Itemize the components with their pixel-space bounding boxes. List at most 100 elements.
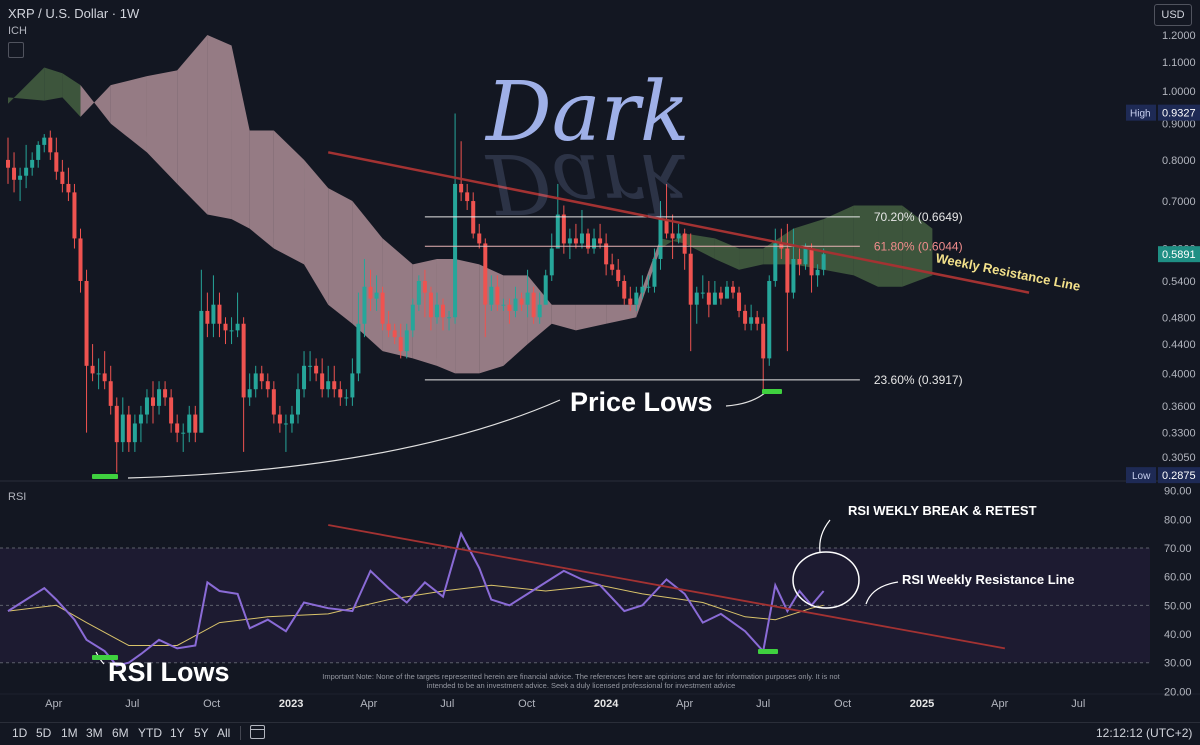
candle-body[interactable] bbox=[749, 317, 754, 324]
timeframe-1m[interactable]: 1M bbox=[61, 726, 78, 740]
candle-body[interactable] bbox=[302, 365, 307, 390]
candle-body[interactable] bbox=[459, 183, 464, 193]
timeframe-6m[interactable]: 6M bbox=[112, 726, 129, 740]
candle-body[interactable] bbox=[48, 137, 53, 153]
timeframe-1d[interactable]: 1D bbox=[12, 726, 28, 740]
candle-body[interactable] bbox=[368, 286, 373, 299]
candle-body[interactable] bbox=[277, 414, 282, 424]
candle-body[interactable] bbox=[66, 183, 71, 193]
candle-body[interactable] bbox=[646, 286, 651, 288]
candle-body[interactable] bbox=[78, 238, 83, 281]
candle-body[interactable] bbox=[489, 286, 494, 305]
candle-body[interactable] bbox=[598, 238, 603, 244]
timeframe-5d[interactable]: 5D bbox=[36, 726, 52, 740]
candle-body[interactable] bbox=[543, 275, 548, 305]
candle-body[interactable] bbox=[320, 373, 325, 390]
candle-body[interactable] bbox=[163, 389, 168, 398]
rsi-line[interactable] bbox=[7, 530, 825, 667]
candle-body[interactable] bbox=[549, 248, 554, 276]
candle-body[interactable] bbox=[175, 423, 180, 433]
candle-body[interactable] bbox=[30, 159, 35, 168]
candle-body[interactable] bbox=[229, 330, 234, 332]
candle-body[interactable] bbox=[525, 292, 530, 305]
calendar-icon[interactable] bbox=[250, 725, 265, 739]
candle-body[interactable] bbox=[555, 214, 560, 249]
candle-body[interactable] bbox=[24, 167, 29, 176]
candle-body[interactable] bbox=[579, 233, 584, 244]
candle-body[interactable] bbox=[501, 304, 506, 306]
candle-body[interactable] bbox=[640, 286, 645, 293]
candle-body[interactable] bbox=[259, 373, 264, 382]
candle-body[interactable] bbox=[815, 269, 820, 276]
timeframe-all[interactable]: All bbox=[217, 726, 231, 740]
candle-body[interactable] bbox=[404, 330, 409, 352]
candle-body[interactable] bbox=[271, 389, 276, 415]
candle-body[interactable] bbox=[217, 304, 222, 324]
rsi-panel-label[interactable]: RSI bbox=[8, 491, 27, 503]
candle-body[interactable] bbox=[326, 381, 331, 390]
indicator-label[interactable]: ICH bbox=[8, 25, 27, 37]
candle-body[interactable] bbox=[737, 292, 742, 311]
timeframe-5y[interactable]: 5Y bbox=[194, 726, 209, 740]
candle-body[interactable] bbox=[743, 310, 748, 324]
candle-body[interactable] bbox=[706, 292, 711, 305]
candle-body[interactable] bbox=[495, 286, 500, 305]
candle-body[interactable] bbox=[416, 280, 421, 305]
candle-body[interactable] bbox=[6, 159, 10, 168]
candle-body[interactable] bbox=[356, 323, 361, 374]
candle-body[interactable] bbox=[803, 248, 808, 265]
candle-body[interactable] bbox=[132, 423, 137, 443]
candle-body[interactable] bbox=[350, 373, 355, 398]
indicator-collapse-icon[interactable] bbox=[8, 42, 24, 58]
candle-body[interactable] bbox=[120, 414, 125, 443]
candle-body[interactable] bbox=[151, 397, 156, 406]
candle-body[interactable] bbox=[712, 292, 717, 305]
candle-body[interactable] bbox=[102, 373, 107, 382]
candle-body[interactable] bbox=[90, 365, 95, 374]
candle-body[interactable] bbox=[138, 414, 143, 424]
candle-body[interactable] bbox=[314, 365, 319, 374]
rsi-ma-line[interactable] bbox=[7, 584, 824, 646]
candle-body[interactable] bbox=[193, 414, 198, 433]
candle-body[interactable] bbox=[338, 389, 343, 398]
candle-body[interactable] bbox=[84, 280, 89, 366]
candle-body[interactable] bbox=[235, 323, 240, 331]
candle-body[interactable] bbox=[694, 292, 699, 305]
candle-body[interactable] bbox=[773, 243, 778, 281]
candle-body[interactable] bbox=[537, 304, 542, 318]
candle-body[interactable] bbox=[573, 238, 578, 244]
candle-body[interactable] bbox=[289, 414, 294, 424]
candle-body[interactable] bbox=[434, 304, 439, 318]
candle-body[interactable] bbox=[187, 414, 192, 433]
candle-body[interactable] bbox=[308, 365, 313, 367]
candle-body[interactable] bbox=[676, 233, 681, 239]
candle-body[interactable] bbox=[519, 298, 524, 305]
candle-body[interactable] bbox=[54, 152, 59, 172]
candle-body[interactable] bbox=[628, 298, 633, 305]
candle-body[interactable] bbox=[513, 298, 518, 311]
candle-body[interactable] bbox=[658, 219, 663, 259]
candle-body[interactable] bbox=[362, 286, 367, 324]
candle-body[interactable] bbox=[604, 243, 609, 265]
candle-body[interactable] bbox=[700, 292, 705, 294]
rsi-resistance-line[interactable] bbox=[328, 524, 1006, 650]
candle-body[interactable] bbox=[60, 171, 65, 184]
weekly-resistance-line[interactable] bbox=[327, 151, 1030, 294]
candle-body[interactable] bbox=[477, 233, 482, 244]
candle-body[interactable] bbox=[670, 233, 675, 239]
timeframe-1y[interactable]: 1Y bbox=[170, 726, 185, 740]
candle-body[interactable] bbox=[561, 214, 566, 244]
candle-body[interactable] bbox=[265, 381, 270, 390]
candle-body[interactable] bbox=[767, 280, 772, 359]
candle-body[interactable] bbox=[441, 304, 446, 318]
candle-body[interactable] bbox=[718, 292, 723, 299]
candle-body[interactable] bbox=[247, 389, 252, 398]
candle-body[interactable] bbox=[241, 323, 246, 398]
candle-body[interactable] bbox=[253, 373, 258, 390]
candle-body[interactable] bbox=[428, 292, 433, 318]
candle-body[interactable] bbox=[126, 414, 131, 443]
candle-body[interactable] bbox=[144, 397, 149, 415]
candle-body[interactable] bbox=[12, 167, 17, 180]
timeframe-3m[interactable]: 3M bbox=[86, 726, 103, 740]
